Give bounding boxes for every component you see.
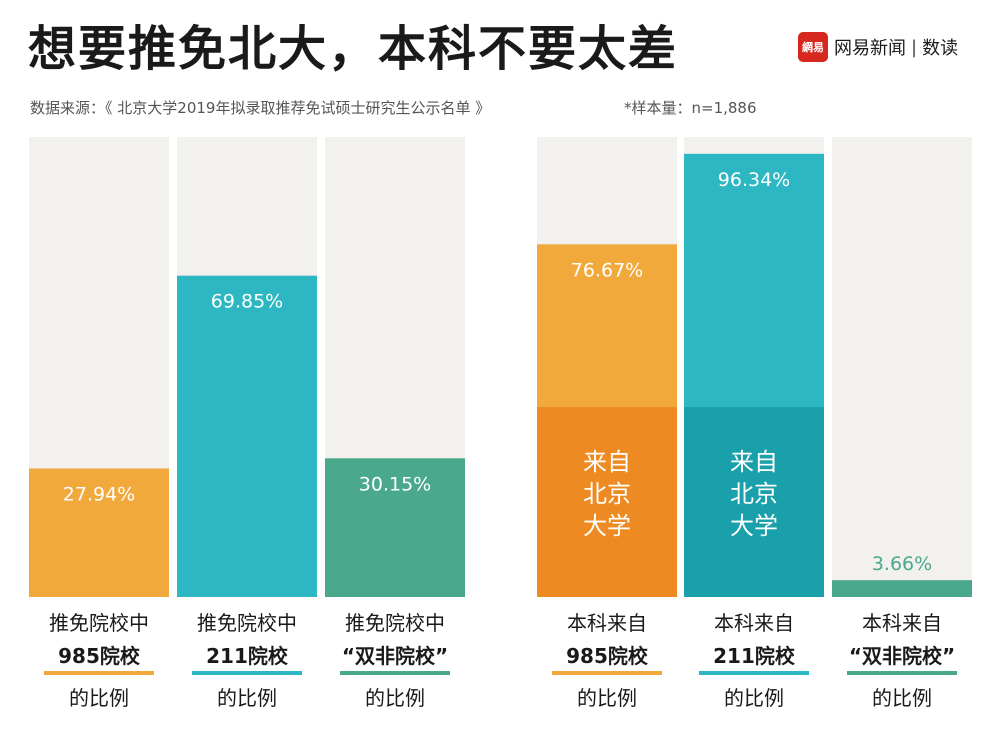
category-label: 本科来自 — [714, 611, 794, 635]
category-label-suffix: 的比例 — [365, 686, 425, 710]
bar — [832, 580, 972, 597]
category-label: 推免院校中 — [49, 611, 149, 635]
bar — [177, 275, 317, 597]
category-label-emphasis: 985院校 — [58, 644, 140, 668]
chart-title: 想要推免北大，本科不要太差 — [28, 21, 679, 77]
category-label-suffix: 的比例 — [577, 686, 637, 710]
bar-track — [832, 137, 972, 597]
sub-segment-label: 来自 — [730, 448, 778, 476]
category-underline — [44, 671, 154, 675]
category-label-suffix: 的比例 — [217, 686, 277, 710]
category-underline — [192, 671, 302, 675]
category-label: 本科来自 — [567, 611, 647, 635]
bar — [29, 468, 169, 597]
category-label-suffix: 的比例 — [872, 686, 932, 710]
category-label-suffix: 的比例 — [69, 686, 129, 710]
netease-news-logo: 網易 网易新闻 | 数读 — [798, 30, 958, 64]
bar-sub-segment — [537, 407, 677, 597]
data-label: 96.34% — [718, 169, 790, 191]
data-label: 30.15% — [359, 473, 431, 495]
category-underline — [552, 671, 662, 675]
category-label-emphasis: 211院校 — [713, 644, 795, 668]
category-underline — [340, 671, 450, 675]
data-label: 76.67% — [571, 259, 643, 281]
logo-separator: | — [911, 36, 918, 58]
logo-text: 网易新闻 — [834, 38, 906, 59]
category-label: 本科来自 — [862, 611, 942, 635]
category-label: 推免院校中 — [197, 611, 297, 635]
category-label-suffix: 的比例 — [724, 686, 784, 710]
sub-segment-label: 来自 — [583, 448, 631, 476]
category-label-emphasis: “双非院校” — [848, 644, 956, 668]
category-label-emphasis: 211院校 — [206, 644, 288, 668]
data-label: 27.94% — [63, 483, 135, 505]
logo-subtitle: 数读 — [922, 38, 959, 59]
bar-sub-segment — [684, 407, 824, 597]
sub-segment-label: 北京 — [730, 480, 778, 508]
netease-logo-icon: 網易 — [798, 32, 828, 62]
category-label-emphasis: 985院校 — [566, 644, 648, 668]
sub-segment-label: 大学 — [730, 512, 778, 540]
data-label: 3.66% — [872, 553, 932, 575]
category-label-emphasis: “双非院校” — [341, 644, 449, 668]
bar — [325, 458, 465, 597]
category-underline — [847, 671, 957, 675]
sample-size-note: *样本量：n=1,886 — [624, 99, 757, 117]
category-underline — [699, 671, 809, 675]
data-label: 69.85% — [211, 291, 283, 313]
sub-segment-label: 北京 — [583, 480, 631, 508]
sub-segment-label: 大学 — [583, 512, 631, 540]
data-source-note: 数据来源：《 北京大学2019年拟录取推荐免试硕士研究生公示名单 》 — [30, 99, 491, 117]
category-label: 推免院校中 — [345, 611, 445, 635]
